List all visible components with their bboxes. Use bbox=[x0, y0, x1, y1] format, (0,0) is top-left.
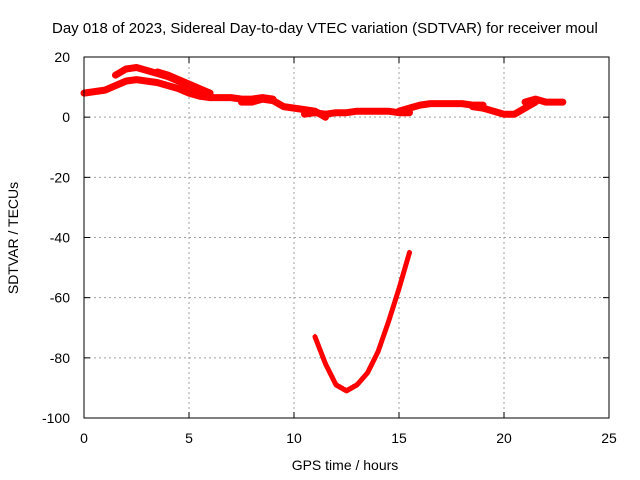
y-tick-label: 20 bbox=[54, 49, 70, 65]
axis-ticks: 0 5 10 15 20 25 20 0 -20 -40 -60 -80 -100 bbox=[42, 49, 617, 446]
series-texture-10 bbox=[314, 249, 411, 390]
series-line-1 bbox=[80, 76, 203, 100]
series-layer bbox=[80, 64, 567, 394]
series-line-9 bbox=[521, 95, 567, 106]
y-axis-label: SDTVAR / TECUs bbox=[5, 182, 21, 294]
x-tick-label: 0 bbox=[80, 430, 88, 446]
series-line-8 bbox=[469, 98, 539, 118]
x-tick-label: 20 bbox=[496, 430, 512, 446]
series-line-6 bbox=[301, 107, 413, 118]
series-texture-1 bbox=[83, 76, 201, 96]
x-tick-label: 10 bbox=[286, 430, 302, 446]
series-line-3 bbox=[154, 68, 214, 97]
y-tick-label: -20 bbox=[50, 169, 70, 185]
x-tick-label: 25 bbox=[601, 430, 617, 446]
series-texture-7 bbox=[398, 100, 484, 111]
chart-title: Day 018 of 2023, Sidereal Day-to-day VTE… bbox=[52, 20, 598, 37]
y-tick-label: 0 bbox=[62, 109, 70, 125]
series-texture-6 bbox=[303, 108, 411, 114]
series-texture-8 bbox=[471, 99, 537, 114]
y-tick-label: -100 bbox=[42, 410, 70, 426]
series-texture-5 bbox=[240, 96, 327, 117]
y-tick-label: -80 bbox=[50, 350, 70, 366]
x-tick-label: 5 bbox=[185, 430, 193, 446]
x-tick-label: 15 bbox=[391, 430, 407, 446]
series-line-10 bbox=[312, 250, 412, 394]
series-line-7 bbox=[395, 100, 487, 115]
series-texture-4 bbox=[198, 93, 274, 99]
y-tick-label: -60 bbox=[50, 290, 70, 306]
series-texture-3 bbox=[156, 69, 211, 93]
x-axis-label: GPS time / hours bbox=[292, 457, 399, 473]
y-tick-label: -40 bbox=[50, 230, 70, 246]
series-texture-9 bbox=[524, 96, 564, 102]
